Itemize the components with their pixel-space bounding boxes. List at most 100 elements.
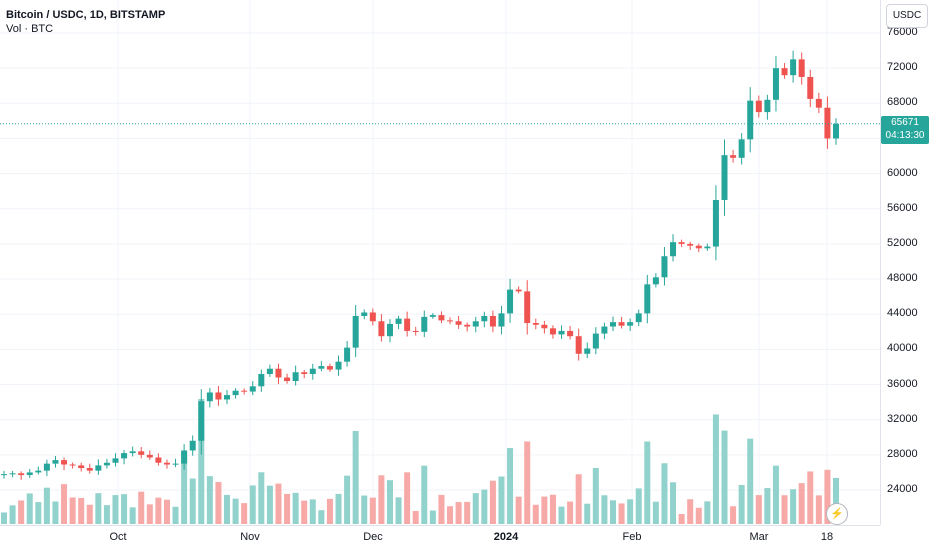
candle-body <box>318 366 325 369</box>
volume-bar <box>712 414 719 524</box>
volume-bar <box>172 506 179 524</box>
candle-body <box>695 245 702 249</box>
candle-body <box>52 460 59 464</box>
time-axis[interactable] <box>0 525 880 551</box>
volume-bar <box>695 507 702 524</box>
volume-bar <box>832 477 840 524</box>
lightning-icon[interactable]: ⚡ <box>826 503 848 525</box>
candle-body <box>755 100 762 113</box>
candle-body <box>206 392 213 402</box>
currency-button[interactable]: USDC <box>886 4 928 28</box>
volume-bar <box>292 492 299 524</box>
candle-body <box>172 463 179 465</box>
time-tick: Dec <box>363 531 383 543</box>
volume-bar <box>592 468 599 524</box>
candle-body <box>241 390 248 392</box>
candle-body <box>815 98 822 108</box>
candle-body <box>558 330 565 335</box>
volume-bar <box>618 503 625 524</box>
candle-body <box>181 450 188 464</box>
candle-body <box>730 155 737 158</box>
time-tick: Oct <box>109 531 127 543</box>
symbol-title[interactable]: Bitcoin / USDC, 1D, BITSTAMP <box>6 9 166 21</box>
candle-body <box>575 336 582 354</box>
candlestick-chart[interactable] <box>0 0 880 525</box>
volume-bar <box>224 494 231 524</box>
candle-body <box>26 472 33 476</box>
time-tick: 2024 <box>493 531 519 543</box>
volume-bar <box>541 496 548 524</box>
volume-bar <box>61 484 68 524</box>
volume-bar <box>575 474 582 524</box>
candle-body <box>138 451 145 455</box>
candle-body <box>678 242 685 244</box>
candle-body <box>627 322 634 326</box>
chart-area[interactable]: Bitcoin / USDC, 1D, BITSTAMP Vol · BTC <box>0 0 880 525</box>
price-tick: 32000 <box>887 412 918 425</box>
volume-bar <box>232 498 239 524</box>
candle-body <box>0 474 8 476</box>
volume-bar <box>730 506 737 524</box>
volume-bar <box>206 476 213 524</box>
price-axis[interactable] <box>880 0 932 525</box>
candle-body <box>43 463 50 471</box>
volume-bar <box>344 475 351 524</box>
candle-body <box>687 243 694 246</box>
candle-body <box>155 457 162 463</box>
candle-body <box>103 462 110 466</box>
volume-bar <box>429 510 436 524</box>
volume-bar <box>609 500 616 524</box>
candle-body <box>112 458 119 463</box>
volume-bar <box>567 501 574 524</box>
volume-bar <box>472 493 479 524</box>
volume-bar <box>386 480 393 524</box>
volume-bar <box>464 501 471 524</box>
candle-body <box>326 366 333 370</box>
volume-bar <box>515 496 522 524</box>
volume-bar <box>318 510 325 524</box>
candle-body <box>163 462 170 465</box>
candle-body <box>35 470 42 473</box>
candle-body <box>335 361 342 370</box>
candle-body <box>635 313 642 323</box>
current-price-tag: 65671 04:13:30 <box>881 116 929 144</box>
price-tick: 56000 <box>887 201 918 214</box>
volume-bar <box>138 491 145 524</box>
candle-body <box>266 368 273 374</box>
volume-bar <box>26 493 33 524</box>
bar-countdown: 04:13:30 <box>885 130 925 141</box>
volume-bar <box>687 499 694 524</box>
volume-bar <box>86 504 93 524</box>
volume-bar <box>112 495 119 524</box>
candle-body <box>95 465 102 471</box>
candle-body <box>472 321 479 327</box>
volume-bar <box>815 495 822 524</box>
time-tick: Mar <box>749 531 769 543</box>
candle-body <box>704 246 711 249</box>
volume-bar <box>678 513 685 524</box>
price-tick: 44000 <box>887 307 918 320</box>
candle-body <box>764 99 771 113</box>
volume-bar <box>266 485 273 524</box>
candle-body <box>721 155 728 200</box>
candle-body <box>747 100 754 140</box>
candle-body <box>609 322 616 327</box>
volume-label[interactable]: Vol · BTC <box>6 23 54 35</box>
candle-body <box>9 473 16 475</box>
candle-body <box>464 324 471 327</box>
volume-bar <box>489 480 496 524</box>
candle-body <box>549 328 556 335</box>
volume-bar <box>721 430 728 524</box>
volume-bar <box>155 497 162 524</box>
candle-body <box>284 377 291 382</box>
candle-body <box>524 291 531 324</box>
volume-bar <box>584 503 591 524</box>
volume-bar <box>798 483 805 524</box>
volume-bar <box>824 469 831 524</box>
volume-bar <box>395 497 402 524</box>
candle-body <box>652 277 659 285</box>
price-tick: 48000 <box>887 272 918 285</box>
volume-bar <box>95 493 102 524</box>
candle-body <box>292 372 299 382</box>
volume-bar <box>241 503 248 524</box>
